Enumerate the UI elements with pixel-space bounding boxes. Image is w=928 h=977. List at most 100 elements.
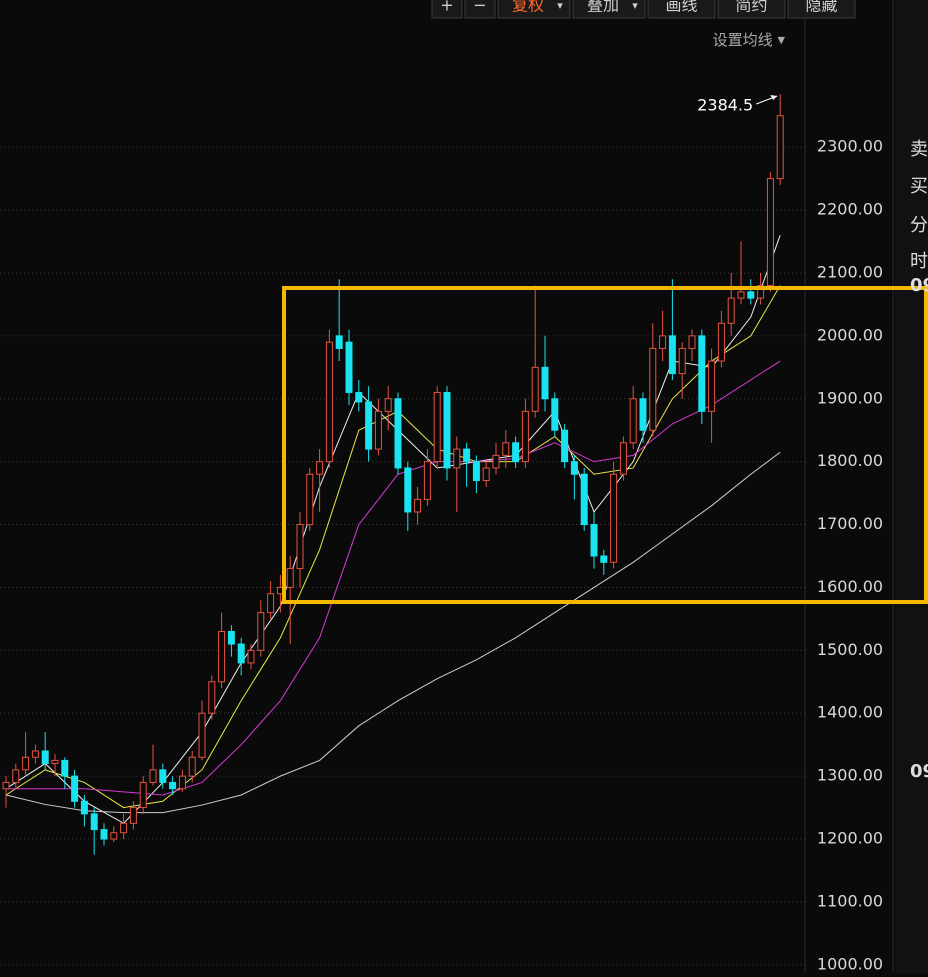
- plot: 1000.00 1100.00 1200.00 1300.00 1400.00 1500.…: [0, 94, 883, 973]
- toolbar-button[interactable]: 叠加 ▾: [572, 0, 646, 19]
- candle-body: [619, 442, 627, 475]
- button-label: 隐藏: [805, 0, 837, 15]
- candle-body: [12, 769, 20, 783]
- candle-body: [355, 391, 363, 403]
- candle-body: [453, 448, 461, 469]
- toolbar-button[interactable]: 简约: [717, 0, 786, 19]
- y-tick-label: 1100.00: [817, 891, 883, 910]
- toolbar-button[interactable]: −: [464, 0, 496, 19]
- candle-body: [110, 832, 118, 840]
- y-tick-label: 2300.00: [817, 137, 883, 156]
- button-bg: [647, 0, 716, 19]
- candle-body: [629, 398, 637, 444]
- candle-body: [443, 391, 451, 469]
- toolbar-button[interactable]: 复权 ▾: [497, 0, 571, 19]
- candle-body: [649, 347, 657, 431]
- candle-body: [61, 759, 69, 777]
- candle-body: [365, 401, 373, 450]
- candle-body: [178, 775, 186, 790]
- candle-body: [227, 630, 235, 645]
- candle-body: [71, 775, 79, 802]
- candle-body: [169, 781, 177, 790]
- candle-body: [41, 750, 49, 765]
- button-bg: [464, 0, 496, 19]
- candle-body: [531, 366, 539, 412]
- toolbar-button[interactable]: +: [431, 0, 463, 19]
- candle-body: [668, 335, 676, 375]
- button-label: 复权: [512, 0, 544, 15]
- candle-body: [482, 467, 490, 482]
- candle-body: [737, 291, 745, 299]
- candle-body: [747, 291, 755, 299]
- candle-body: [678, 347, 686, 375]
- candle-body: [551, 398, 559, 431]
- candle-body: [698, 335, 706, 412]
- candle-body: [570, 461, 578, 475]
- y-tick-label: 1300.00: [817, 766, 883, 785]
- candle-body: [345, 341, 353, 393]
- candle-body: [129, 807, 137, 824]
- button-label: −: [473, 0, 486, 15]
- candle-body: [776, 115, 784, 180]
- candle-body: [580, 473, 588, 526]
- button-label: 简约: [735, 0, 767, 15]
- candle-body: [727, 297, 735, 324]
- highlight-box: [282, 286, 928, 604]
- candle-body: [296, 524, 304, 570]
- toolbar-button[interactable]: 画线: [647, 0, 716, 19]
- y-tick-label: 1400.00: [817, 703, 883, 722]
- candle-body: [600, 555, 608, 563]
- candle-body: [90, 813, 98, 831]
- candle-body: [404, 467, 412, 513]
- candle-body: [463, 448, 471, 463]
- candle-body: [708, 360, 716, 412]
- candle-body: [100, 829, 108, 840]
- button-label: +: [440, 0, 453, 15]
- candle-body: [257, 612, 265, 651]
- candle-body: [423, 461, 431, 500]
- toolbar-button[interactable]: 隐藏: [787, 0, 856, 19]
- candle-body: [218, 630, 226, 683]
- annotation-arrowhead: [770, 95, 778, 101]
- candle-body: [139, 781, 147, 809]
- candle-body: [502, 442, 510, 456]
- side-label: 分: [910, 215, 928, 236]
- side-panel: [895, 0, 928, 973]
- candle-body: [306, 473, 314, 526]
- candle-body: [247, 649, 255, 664]
- y-tick-label: 1800.00: [817, 451, 883, 470]
- candle-body: [541, 366, 549, 400]
- candle-body: [766, 178, 774, 287]
- candle-body: [433, 391, 441, 463]
- candle-body: [561, 429, 569, 463]
- candle-body: [316, 461, 324, 475]
- side-label: 买: [910, 176, 928, 197]
- candle-body: [159, 769, 167, 783]
- candle-body: [394, 398, 402, 469]
- button-label: 画线: [665, 0, 697, 15]
- candle-body: [22, 756, 30, 771]
- button-bg: [572, 0, 646, 19]
- candle-body: [51, 759, 59, 765]
- candle-body: [659, 335, 667, 349]
- side-label: 09: [910, 761, 928, 782]
- candle-body: [335, 335, 343, 349]
- ma-setting[interactable]: 设置均线 ▾: [713, 31, 786, 49]
- dropdown-arrow: ▾: [632, 0, 638, 12]
- y-tick-label: 2000.00: [817, 325, 883, 344]
- candle-body: [590, 524, 598, 557]
- y-tick-label: 1600.00: [817, 577, 883, 596]
- y-tick-label: 2100.00: [817, 262, 883, 281]
- candle-body: [198, 712, 206, 758]
- candle-body: [31, 750, 39, 758]
- button-label: 叠加: [587, 0, 619, 15]
- side-label: 卖: [910, 139, 928, 160]
- side-label: 09: [910, 275, 928, 296]
- y-tick-label: 2200.00: [817, 200, 883, 219]
- candle-body: [717, 322, 725, 362]
- side-label: 时: [910, 251, 928, 272]
- candle-body: [521, 410, 529, 463]
- candle-body: [610, 473, 618, 563]
